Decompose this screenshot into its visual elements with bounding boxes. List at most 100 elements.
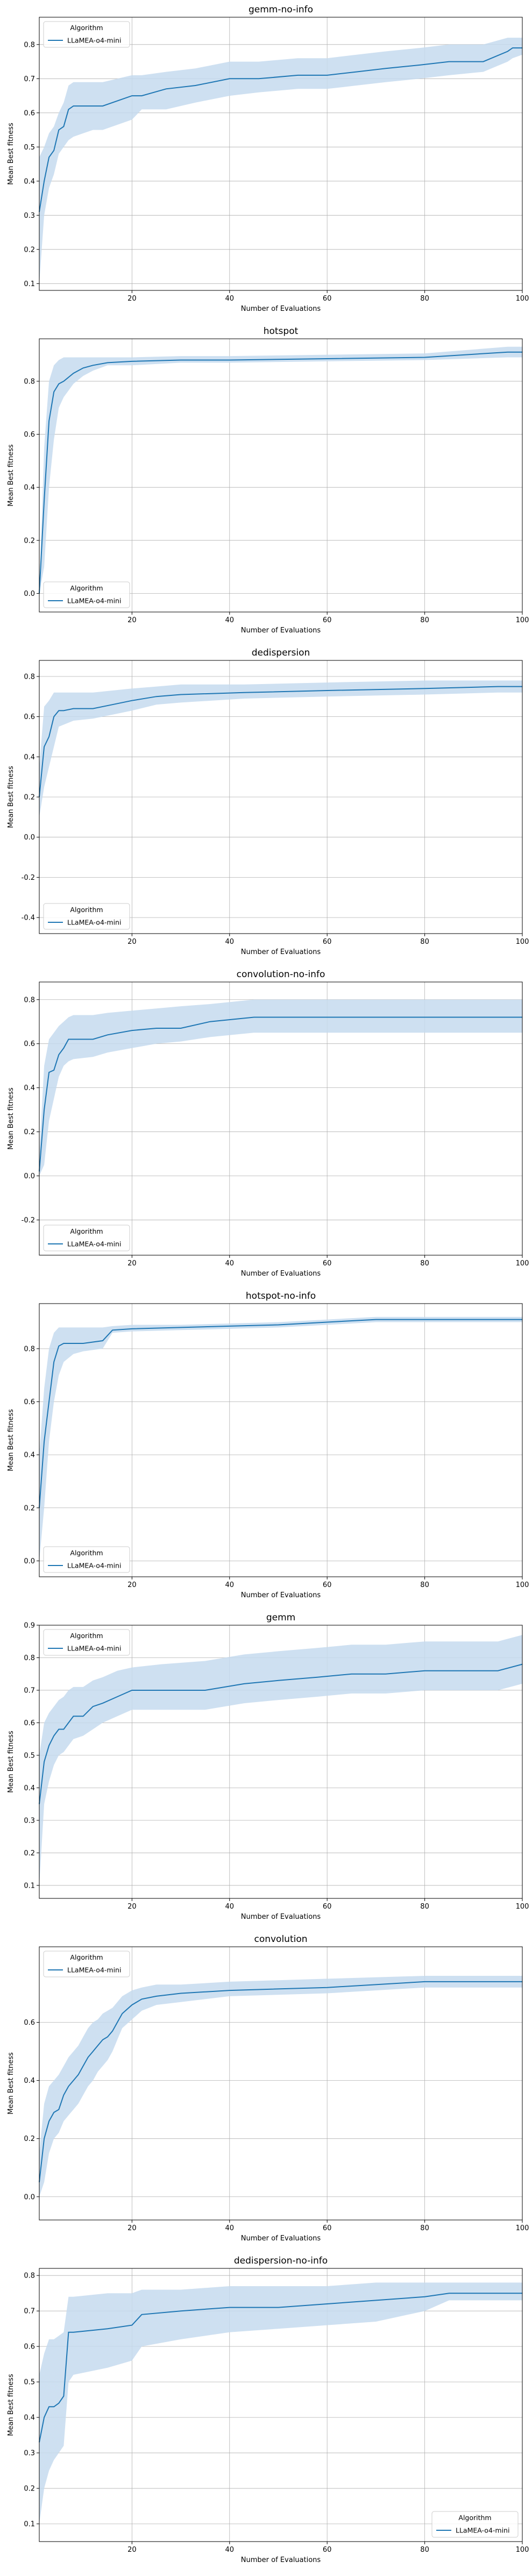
chart-title: convolution	[254, 1934, 307, 1945]
x-tick-label: 20	[127, 295, 137, 303]
x-axis-label: Number of Evaluations	[241, 948, 321, 956]
legend: Algorithm LLaMEA-o4-mini	[43, 1951, 130, 1977]
y-tick-label: 0.4	[24, 2414, 35, 2422]
y-tick-label: 0.3	[24, 212, 35, 220]
chart-panel-6: convolution 20 40 60 80 100 0.0 0.2 0.4 0.6 Number…	[7, 1934, 529, 2243]
y-tick-label: 0.2	[24, 2485, 35, 2493]
legend: Algorithm LLaMEA-o4-mini	[43, 1629, 130, 1656]
y-tick-label: 0.6	[24, 2019, 35, 2027]
y-tick-label: 0.4	[24, 1451, 35, 1460]
plot-frame	[39, 1946, 523, 2221]
chart-panel-0: gemm-no-info 20 40 60 80 100 0.1 0.2 0.3 0.4 0.5 0.…	[7, 4, 529, 313]
chart-panel-7: dedispersion-no-info 20 40 60 80 100 0.1 0.2 0.3…	[7, 2255, 529, 2564]
y-tick-label: 0.1	[24, 2521, 35, 2529]
y-tick-label: 0.6	[24, 431, 35, 439]
y-tick-label: 0.4	[24, 1084, 35, 1092]
chart-title: gemm	[266, 1612, 295, 1623]
y-tick-label: 0.3	[24, 1817, 35, 1825]
y-tick-label: 0.8	[24, 673, 35, 681]
x-tick-label: 40	[225, 1259, 234, 1268]
plot-frame	[39, 1303, 523, 1577]
legend-label: LLaMEA-o4-mini	[67, 1645, 121, 1653]
x-tick-label: 100	[516, 295, 529, 303]
y-tick-label: 0.2	[24, 246, 35, 254]
confidence-band	[39, 680, 522, 817]
y-tick-label: 0.5	[24, 1752, 35, 1760]
legend-title: Algorithm	[458, 2514, 491, 2522]
legend-title: Algorithm	[70, 1632, 103, 1640]
y-tick-label: 0.8	[24, 1345, 35, 1353]
y-tick-label: 0.8	[24, 2272, 35, 2280]
y-tick-label: 0.9	[24, 1622, 35, 1630]
series-line	[39, 1981, 522, 2182]
y-tick-label: 0.6	[24, 713, 35, 721]
x-tick-label: 20	[127, 2546, 137, 2554]
y-tick-label: 0.0	[24, 834, 35, 842]
x-axis-label: Number of Evaluations	[241, 627, 321, 635]
x-tick-label: 80	[420, 1581, 429, 1589]
x-tick-label: 100	[516, 2224, 529, 2232]
legend: Algorithm LLaMEA-o4-mini	[43, 581, 130, 608]
x-tick-label: 80	[420, 938, 429, 946]
x-axis-label: Number of Evaluations	[241, 1270, 321, 1278]
y-tick-label: 0.4	[24, 2077, 35, 2085]
x-tick-label: 100	[516, 1581, 529, 1589]
x-tick-label: 60	[323, 938, 332, 946]
plot-frame	[39, 17, 523, 291]
plot-frame	[39, 1625, 523, 1899]
y-tick-label: 0.0	[24, 590, 35, 598]
x-tick-label: 80	[420, 2224, 429, 2232]
legend-box	[43, 1629, 130, 1656]
legend-box	[431, 2511, 519, 2538]
y-tick-label: -0.4	[22, 914, 35, 922]
chart-panel-4: hotspot-no-info 20 40 60 80 100 0.0 0.2 0.4 0.6 0.…	[7, 1291, 529, 1599]
plot-frame	[39, 338, 523, 613]
legend-title: Algorithm	[70, 24, 103, 32]
y-axis-label: Mean Best fitness	[7, 766, 15, 828]
grid-lines	[39, 339, 523, 612]
x-axis-label: Number of Evaluations	[241, 1913, 321, 1921]
legend-box	[43, 1225, 130, 1251]
y-tick-label: 0.7	[24, 75, 35, 83]
legend: Algorithm LLaMEA-o4-mini	[43, 903, 130, 930]
x-axis-label: Number of Evaluations	[241, 2556, 321, 2564]
y-tick-label: 0.5	[24, 2379, 35, 2387]
x-tick-label: 80	[420, 295, 429, 303]
legend-box	[43, 1951, 130, 1977]
x-tick-label: 40	[225, 2546, 234, 2554]
y-axis-label: Mean Best fitness	[7, 444, 15, 507]
y-tick-label: -0.2	[22, 874, 35, 882]
legend-title: Algorithm	[70, 1953, 103, 1961]
x-tick-label: 80	[420, 1903, 429, 1911]
series-line	[39, 1319, 522, 1508]
y-axis-label: Mean Best fitness	[7, 123, 15, 185]
legend-title: Algorithm	[70, 584, 103, 592]
x-tick-label: 20	[127, 1259, 137, 1268]
y-axis-label: Mean Best fitness	[7, 1409, 15, 1471]
x-tick-label: 60	[323, 616, 332, 624]
y-tick-label: 0.0	[24, 2193, 35, 2201]
y-tick-label: 0.2	[24, 794, 35, 802]
legend-title: Algorithm	[70, 906, 103, 914]
legend-box	[43, 581, 130, 608]
chart-title: convolution-no-info	[237, 969, 325, 980]
y-tick-label: 0.6	[24, 1398, 35, 1406]
series-line	[39, 2293, 522, 2443]
legend-title: Algorithm	[70, 1549, 103, 1557]
y-tick-label: 0.2	[24, 2135, 35, 2143]
chart-title: dedispersion-no-info	[234, 2255, 328, 2266]
confidence-band	[39, 1317, 522, 1561]
confidence-band	[39, 346, 522, 594]
chart-panel-5: gemm 20 40 60 80 100 0.1 0.2 0.3 0.4 0.5 0.6 0.7 0.8 0…	[7, 1612, 529, 1921]
y-tick-label: 0.4	[24, 1784, 35, 1792]
y-tick-label: 0.2	[24, 1128, 35, 1136]
confidence-band	[39, 1976, 522, 2197]
series-line	[39, 1016, 522, 1172]
chart-title: gemm-no-info	[249, 4, 313, 15]
x-tick-label: 100	[516, 1903, 529, 1911]
chart-panel-3: convolution-no-info 20 40 60 80 100 -0.2 0.0 0.2…	[7, 969, 529, 1278]
y-tick-label: 0.0	[24, 1172, 35, 1180]
x-tick-label: 100	[516, 2546, 529, 2554]
y-tick-label: 0.1	[24, 280, 35, 288]
